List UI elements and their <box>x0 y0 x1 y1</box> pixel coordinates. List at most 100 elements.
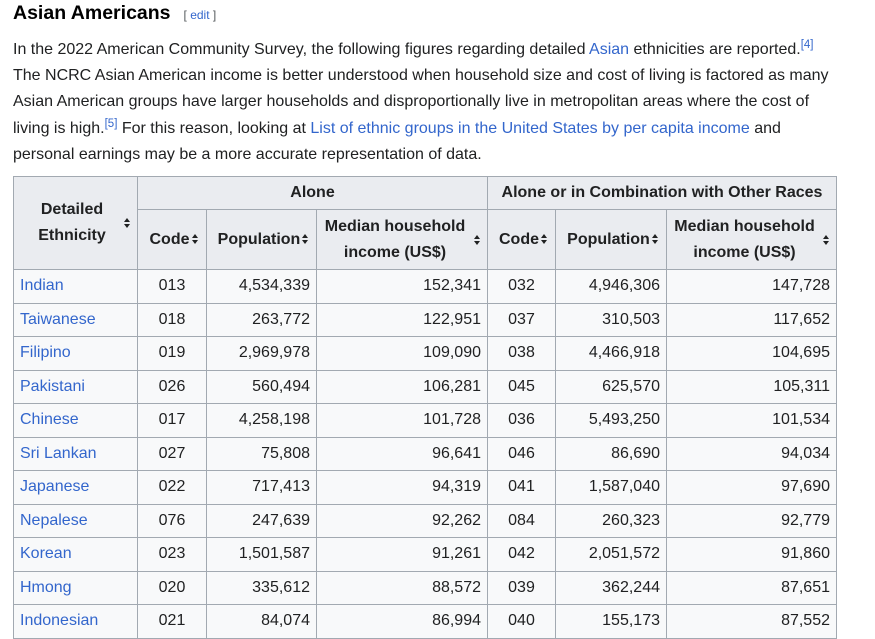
income-cell: 109,090 <box>316 336 488 371</box>
code-cell: 013 <box>137 269 207 304</box>
header-population-label: Population <box>217 230 301 248</box>
combo-population-cell: 1,587,040 <box>555 470 667 505</box>
combo-income-cell: 147,728 <box>666 269 837 304</box>
combo-population-cell: 4,946,306 <box>555 269 667 304</box>
combo-code-cell: 036 <box>487 403 556 438</box>
income-cell: 86,994 <box>316 604 488 639</box>
population-cell: 2,969,978 <box>206 336 317 371</box>
combo-population-cell: 310,503 <box>555 302 667 337</box>
header-detailed-ethnicity[interactable]: Detailed Ethnicity <box>13 176 138 270</box>
ethnicity-link[interactable]: Filipino <box>20 344 71 362</box>
intro-text-2: ethnicities are reported. <box>629 41 801 58</box>
intro-text-4: For this reason, looking at <box>117 119 311 137</box>
table-row: Indonesian 021 84,074 86,994 040 155,173 87,55… <box>13 604 837 639</box>
code-cell: 021 <box>137 604 207 639</box>
income-cell: 101,728 <box>316 403 488 438</box>
ethnicity-cell: Chinese <box>13 403 138 438</box>
ethnicity-cell: Japanese <box>13 470 138 505</box>
header-income-combination[interactable]: Median household income (US$) <box>666 209 837 270</box>
population-cell: 263,772 <box>206 302 317 337</box>
header-population-combination[interactable]: Population <box>555 209 667 270</box>
table-row: Indian 013 4,534,339 152,341 032 4,946,306 147… <box>13 269 837 304</box>
header-income-alone[interactable]: Median household income (US$) <box>316 209 488 270</box>
combo-income-cell: 92,779 <box>666 503 837 538</box>
code-cell: 076 <box>137 503 207 538</box>
combo-population-cell: 2,051,572 <box>555 537 667 572</box>
ethnicity-link[interactable]: Sri Lankan <box>20 444 97 462</box>
ethnicity-cell: Pakistani <box>13 369 138 404</box>
combo-income-cell: 97,690 <box>666 470 837 505</box>
income-cell: 106,281 <box>316 369 488 404</box>
asian-link[interactable]: Asian <box>589 41 630 58</box>
table-row: Nepalese 076 247,639 92,262 084 260,323 92,779 <box>13 503 837 538</box>
table-row: Filipino 019 2,969,978 109,090 038 4,466,918 1… <box>13 336 837 371</box>
population-cell: 335,612 <box>206 570 317 605</box>
combo-population-cell: 86,690 <box>555 436 667 471</box>
code-cell: 026 <box>137 369 207 404</box>
ethnicity-link[interactable]: Indian <box>20 277 64 295</box>
header-group-alone: Alone <box>137 176 488 210</box>
ethnicity-cell: Taiwanese <box>13 302 138 337</box>
ethnicity-cell: Hmong <box>13 570 138 605</box>
ethnicity-cell: Korean <box>13 537 138 572</box>
ethnicity-cell: Sri Lankan <box>13 436 138 471</box>
ethnicity-link[interactable]: Nepalese <box>20 511 88 529</box>
asian-income-table: Detailed Ethnicity Alone Alone or in Com… <box>13 176 837 639</box>
intro-text-3: The NCRC Asian American income is better… <box>13 67 829 137</box>
combo-population-cell: 625,570 <box>555 369 667 404</box>
combo-code-cell: 039 <box>487 570 556 605</box>
table-row: Korean 023 1,501,587 91,261 042 2,051,572 91,8… <box>13 537 837 572</box>
edit-bracket-close: ] <box>212 8 217 22</box>
ethnic-groups-income-link[interactable]: List of ethnic groups in the United Stat… <box>310 119 750 137</box>
ethnicity-link[interactable]: Chinese <box>20 411 79 429</box>
header-population-label: Population <box>567 230 650 248</box>
combo-population-cell: 4,466,918 <box>555 336 667 371</box>
intro-text-1: In the 2022 American Community Survey, t… <box>13 41 590 58</box>
header-code-combination[interactable]: Code <box>487 209 556 270</box>
income-cell: 91,261 <box>316 537 488 572</box>
header-income-label: Median household income (US$) <box>674 217 815 261</box>
population-cell: 717,413 <box>206 470 317 505</box>
income-cell: 152,341 <box>316 269 488 304</box>
table-row: Chinese 017 4,258,198 101,728 036 5,493,250 10… <box>13 403 837 438</box>
edit-section: [ edit ] <box>184 8 217 22</box>
code-cell: 020 <box>137 570 207 605</box>
ethnicity-link[interactable]: Japanese <box>20 478 90 496</box>
population-cell: 4,534,339 <box>206 269 317 304</box>
income-cell: 88,572 <box>316 570 488 605</box>
ethnicity-cell: Indian <box>13 269 138 304</box>
combo-code-cell: 037 <box>487 302 556 337</box>
header-population-alone[interactable]: Population <box>206 209 317 270</box>
combo-code-cell: 038 <box>487 336 556 371</box>
table-row: Japanese 022 717,413 94,319 041 1,587,040 97,6… <box>13 470 837 505</box>
combo-code-cell: 045 <box>487 369 556 404</box>
combo-income-cell: 94,034 <box>666 436 837 471</box>
combo-income-cell: 117,652 <box>666 302 837 337</box>
combo-income-cell: 87,651 <box>666 570 837 605</box>
combo-population-cell: 362,244 <box>555 570 667 605</box>
ethnicity-link[interactable]: Hmong <box>20 578 72 596</box>
income-cell: 96,641 <box>316 436 488 471</box>
section-title: Asian Americans <box>13 2 171 24</box>
header-code-alone[interactable]: Code <box>137 209 207 270</box>
population-cell: 1,501,587 <box>206 537 317 572</box>
ethnicity-link[interactable]: Taiwanese <box>20 310 96 328</box>
reference-4-link[interactable]: [4] <box>800 39 814 51</box>
table-row: Pakistani 026 560,494 106,281 045 625,570 105,… <box>13 369 837 404</box>
table-row: Sri Lankan 027 75,808 96,641 046 86,690 94,034 <box>13 436 837 471</box>
combo-code-cell: 084 <box>487 503 556 538</box>
code-cell: 019 <box>137 336 207 371</box>
edit-link[interactable]: edit <box>190 8 210 22</box>
ethnicity-link[interactable]: Indonesian <box>20 612 99 630</box>
table-row: Taiwanese 018 263,772 122,951 037 310,503 117,… <box>13 302 837 337</box>
ethnicity-link[interactable]: Korean <box>20 545 72 563</box>
ethnicity-cell: Filipino <box>13 336 138 371</box>
reference-5-link[interactable]: [5] <box>104 117 118 130</box>
combo-income-cell: 91,860 <box>666 537 837 572</box>
ethnicity-link[interactable]: Pakistani <box>20 377 85 395</box>
table-row: Hmong 020 335,612 88,572 039 362,244 87,651 <box>13 570 837 605</box>
code-cell: 023 <box>137 537 207 572</box>
population-cell: 560,494 <box>206 369 317 404</box>
combo-income-cell: 87,552 <box>666 604 837 639</box>
population-cell: 247,639 <box>206 503 317 538</box>
